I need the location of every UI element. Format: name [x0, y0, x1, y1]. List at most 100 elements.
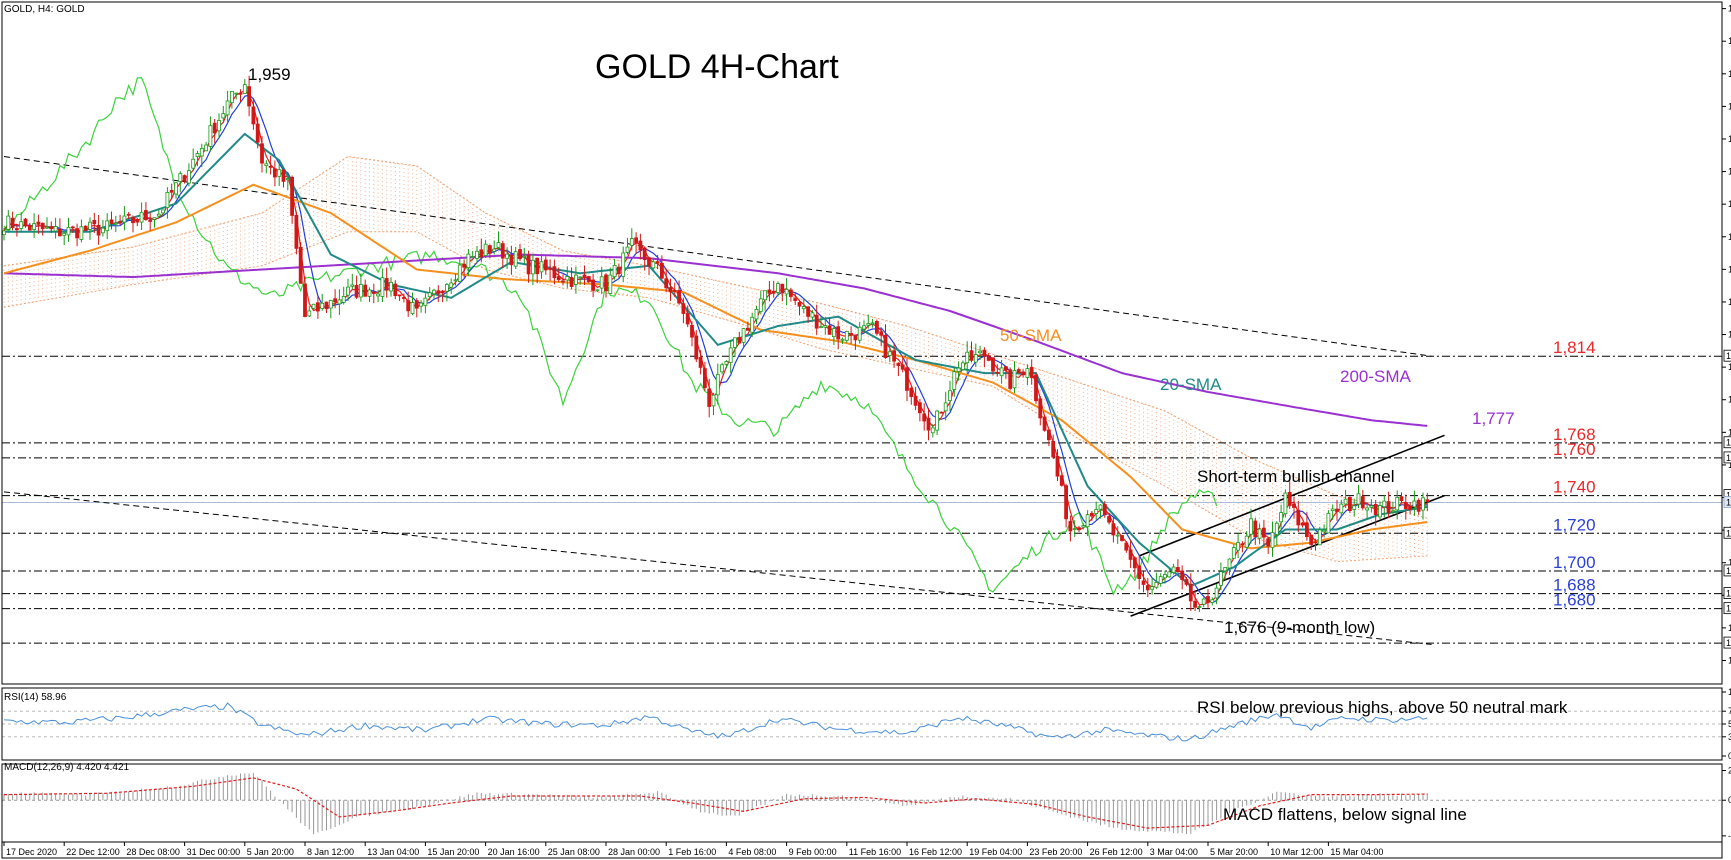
candle-body	[952, 371, 957, 390]
candle-body	[1391, 510, 1395, 513]
candle-body	[896, 362, 901, 366]
candle-body	[58, 228, 62, 237]
candle-body	[1137, 565, 1142, 579]
candle-body	[763, 290, 767, 301]
level-label: 1,740	[1553, 478, 1596, 497]
candle-body	[1042, 416, 1047, 431]
candle-body	[1322, 529, 1326, 533]
price-tick-label: 1669.79	[1728, 623, 1731, 633]
candle-body	[32, 223, 36, 230]
price-tick-label: 1790.89	[1728, 395, 1731, 405]
candle-body	[518, 249, 522, 260]
price-tag-label: 1760.00	[1726, 453, 1731, 463]
candle-body	[414, 300, 419, 309]
candle-body	[703, 368, 707, 389]
candle-body	[1214, 587, 1219, 599]
candle-body	[79, 226, 84, 240]
level-label: 1,760	[1553, 440, 1596, 459]
time-tick-label: 9 Feb 00:00	[789, 847, 837, 857]
macd-label: MACD(12,26,9) 4.420 4.421	[4, 762, 130, 773]
level-label: 1,768	[1553, 425, 1596, 444]
candle-body	[1098, 504, 1103, 510]
candle-body	[1236, 542, 1240, 551]
candle-body	[109, 219, 114, 225]
candle-body	[1244, 535, 1249, 548]
candle-body	[1262, 527, 1266, 538]
candle-body	[1373, 504, 1378, 515]
candle-body	[397, 294, 402, 297]
price-tick-label: 1963.89	[1728, 69, 1731, 79]
candle-body	[1300, 522, 1305, 526]
candle-body	[733, 337, 737, 348]
candle-body	[462, 263, 467, 268]
candle-body	[991, 357, 995, 372]
time-tick-label: 22 Dec 12:00	[66, 847, 120, 857]
candle-body	[995, 371, 1000, 374]
candle-body	[410, 302, 415, 315]
candle-body	[982, 349, 987, 357]
candle-body	[1330, 508, 1335, 512]
candle-body	[1133, 557, 1137, 569]
candle-body	[178, 173, 183, 182]
candle-body	[591, 279, 595, 291]
channel-label: Short-term bullish channel	[1197, 467, 1394, 486]
candle-body	[1021, 371, 1025, 376]
candle-body	[543, 259, 548, 271]
candle-body	[1335, 508, 1339, 512]
price-tag-box	[1723, 526, 1731, 539]
candle-body	[875, 321, 879, 334]
candle-body	[866, 323, 871, 326]
candle-body	[1343, 498, 1348, 505]
price-tick-label: 1756.29	[1728, 460, 1731, 470]
candle-body	[337, 299, 342, 305]
candle-body	[1180, 570, 1185, 580]
candle-body	[229, 90, 234, 104]
candle-body	[384, 278, 389, 291]
candle-body	[1171, 566, 1176, 573]
sma200-last-label: 1,777	[1472, 409, 1515, 428]
candle-body	[1352, 505, 1357, 510]
candle-body	[634, 237, 638, 244]
candle-body	[105, 220, 110, 232]
candle-body	[113, 222, 118, 225]
candle-body	[1072, 528, 1077, 530]
candle-body	[346, 286, 350, 296]
candle-body	[135, 219, 140, 223]
candle-body	[948, 390, 952, 402]
candle-body	[578, 276, 583, 279]
candle-body	[75, 228, 79, 239]
candle-body	[268, 165, 273, 168]
time-tick-label: 28 Dec 08:00	[126, 847, 180, 857]
candle-body	[303, 283, 307, 317]
candle-body	[647, 257, 651, 267]
candle-body	[1102, 503, 1107, 516]
candle-body	[905, 367, 909, 391]
candle-body	[548, 268, 552, 270]
candle-body	[879, 331, 884, 336]
candle-body	[475, 250, 479, 259]
candle-body	[1227, 558, 1232, 569]
candle-body	[40, 222, 45, 230]
candle-body	[617, 266, 621, 275]
candle-body	[789, 289, 793, 297]
price-tick-label: 1825.49	[1728, 330, 1731, 340]
candle-body	[801, 306, 806, 310]
candle-body	[1403, 502, 1408, 510]
price-tick-label: 1877.39	[1728, 232, 1731, 242]
candle-body	[251, 106, 256, 125]
price-tick-label: 1981.19	[1728, 36, 1731, 46]
candle-body	[1047, 429, 1051, 441]
candle-body	[642, 247, 647, 260]
time-tick-label: 23 Feb 20:00	[1029, 847, 1082, 857]
candle-body	[118, 221, 122, 224]
level-label: 1,814	[1553, 338, 1596, 357]
candle-body	[169, 189, 174, 193]
candle-body	[973, 354, 978, 363]
candle-body	[582, 274, 587, 278]
candle-body	[122, 215, 127, 223]
candle-body	[393, 283, 398, 297]
time-axis-frame	[1, 841, 1723, 859]
candle-body	[604, 274, 608, 292]
candle-body	[621, 252, 626, 277]
